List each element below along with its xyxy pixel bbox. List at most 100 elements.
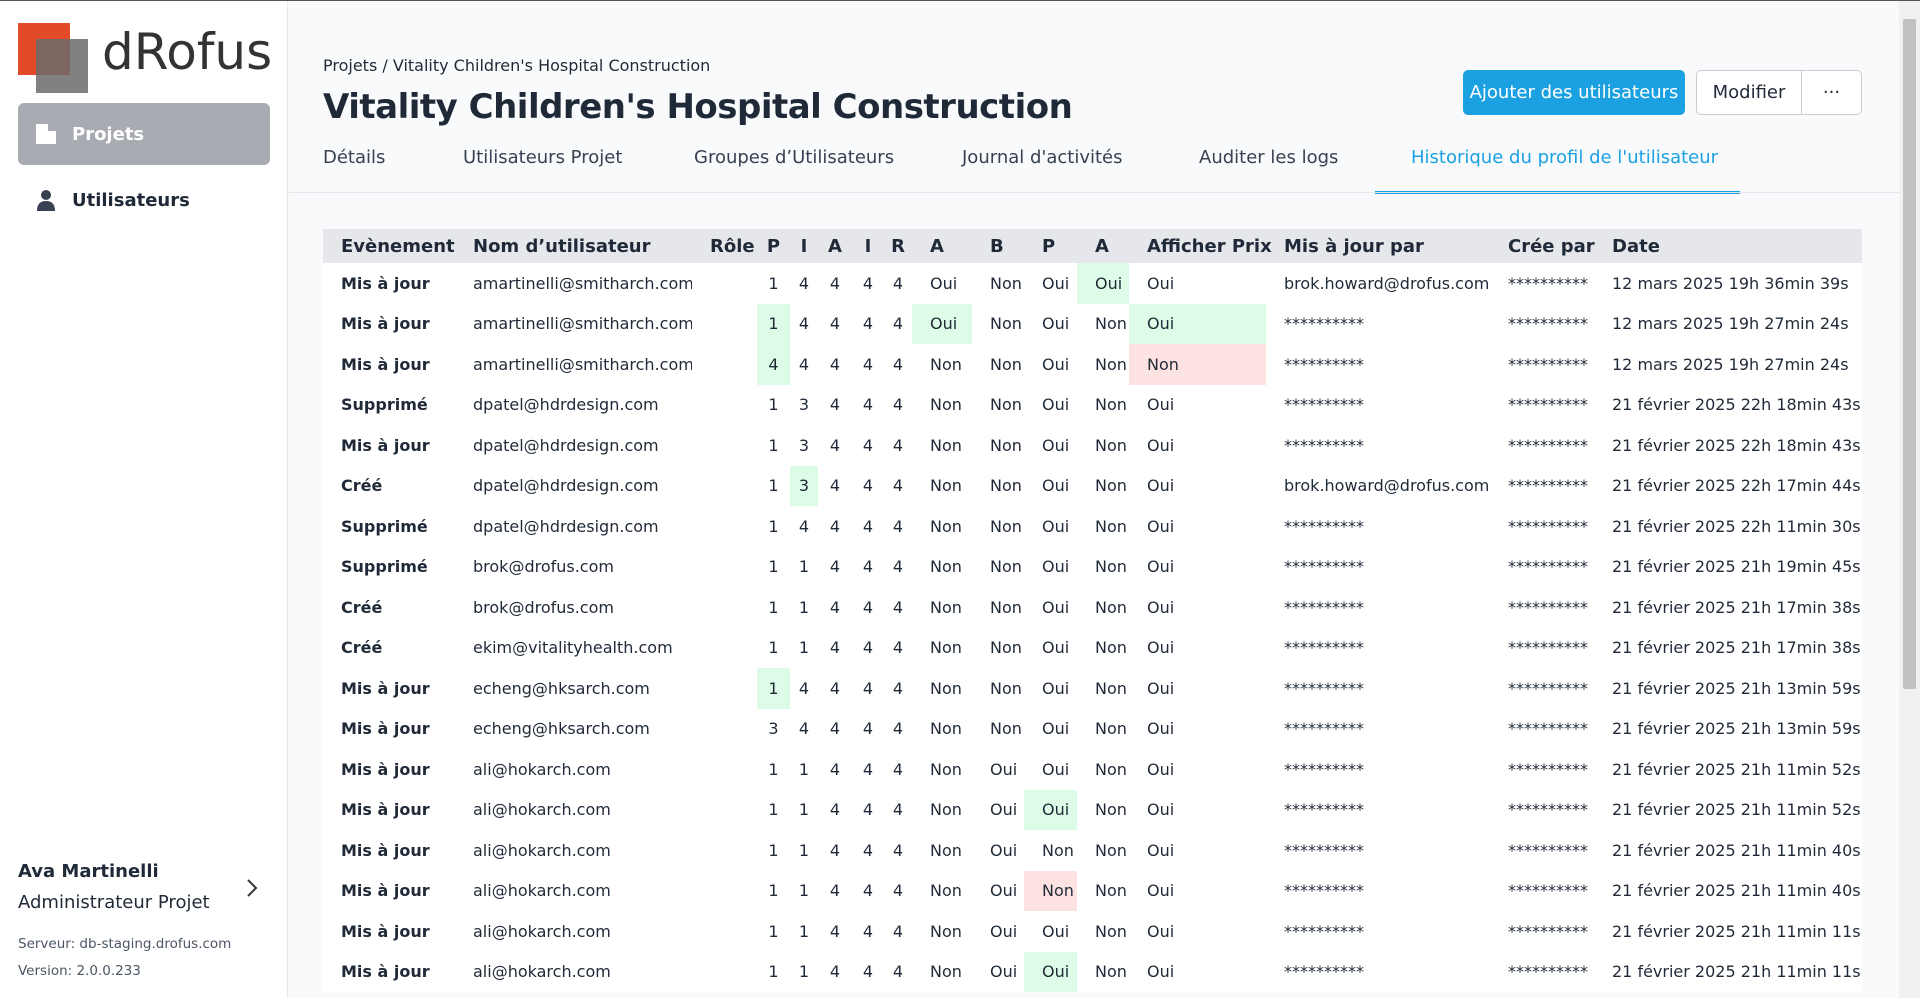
- cell: Mis à jour: [341, 273, 430, 293]
- cell: Non: [930, 638, 962, 658]
- cell: 4: [798, 314, 810, 334]
- user-role: Administrateur Projet: [18, 892, 210, 913]
- edit-button[interactable]: Modifier: [1696, 70, 1802, 115]
- cell: ali@hokarch.com: [473, 921, 611, 941]
- cell: 4: [829, 314, 841, 334]
- cell: **********: [1508, 840, 1588, 860]
- cell: 12 mars 2025 19h 36min 39s: [1612, 273, 1849, 293]
- cell: Non: [990, 476, 1022, 496]
- cell: Oui: [1147, 881, 1175, 901]
- cell: Oui: [990, 881, 1018, 901]
- cell: brok@drofus.com: [473, 597, 614, 617]
- cell: **********: [1284, 719, 1364, 739]
- cell: 1: [757, 668, 790, 709]
- chevron[interactable]: [244, 878, 260, 898]
- cell: 1: [768, 597, 779, 617]
- cell: **********: [1508, 557, 1588, 577]
- tab[interactable]: Groupes d’Utilisateurs: [694, 147, 895, 168]
- row: Créé dpatel@hdrdesign.com 1 3 4 4 4 Non Non Oui No…: [323, 465, 1862, 506]
- tab[interactable]: Détails: [323, 147, 386, 168]
- cell: 3: [768, 719, 779, 739]
- cell: Mis à jour: [341, 840, 430, 860]
- cell: **********: [1284, 759, 1364, 779]
- cell: ali@hokarch.com: [473, 962, 611, 982]
- add-users-button[interactable]: Ajouter des utilisateurs: [1463, 70, 1685, 115]
- tab[interactable]: Historique du profil de l'utilisateur: [1411, 147, 1719, 168]
- row: Mis à jour amartinelli@smitharch.com 4 4 4 4 4…: [323, 344, 1862, 385]
- more-button[interactable]: ···: [1802, 70, 1862, 115]
- cell: [692, 344, 757, 385]
- cell: **********: [1508, 921, 1588, 941]
- cell: Oui: [1042, 273, 1070, 293]
- cell: 12 mars 2025 19h 27min 24s: [1612, 354, 1849, 374]
- cell: Mis à jour: [341, 678, 430, 698]
- cell: **********: [1508, 678, 1588, 698]
- cell: [692, 547, 757, 588]
- cell: **********: [1508, 395, 1588, 415]
- cell: Mis à jour: [341, 921, 430, 941]
- cell: 12 mars 2025 19h 27min 24s: [1612, 314, 1849, 334]
- cell: 1: [768, 962, 779, 982]
- cell: 4: [798, 719, 810, 739]
- cell: 4: [829, 476, 841, 496]
- cell: Oui: [990, 759, 1018, 779]
- icon: [37, 190, 55, 211]
- cell: 4: [862, 395, 874, 415]
- nav-users[interactable]: Utilisateurs: [72, 189, 190, 211]
- cell: 4: [862, 354, 874, 374]
- cell: Oui: [1042, 354, 1070, 374]
- breadcrumb[interactable]: Projets / Vitality Children's Hospital C…: [323, 56, 711, 75]
- cell: 21 février 2025 21h 11min 40s: [1612, 840, 1861, 860]
- tab[interactable]: Auditer les logs: [1199, 147, 1339, 168]
- cell: [692, 709, 757, 750]
- cell: 21 février 2025 21h 11min 40s: [1612, 881, 1861, 901]
- cell: 4: [892, 557, 904, 577]
- cell: 4: [862, 962, 874, 982]
- cell: [692, 628, 757, 669]
- cell: 1: [768, 476, 779, 496]
- cell: Oui: [1042, 476, 1070, 496]
- cell: 21 février 2025 22h 17min 44s: [1612, 476, 1861, 496]
- cell: **********: [1284, 921, 1364, 941]
- cell: 4: [862, 759, 874, 779]
- cell: **********: [1284, 516, 1364, 536]
- cell: Oui: [1147, 597, 1175, 617]
- cell: 4: [862, 638, 874, 658]
- cell: **********: [1508, 597, 1588, 617]
- cell: 1: [768, 638, 779, 658]
- nav-projects[interactable]: Projets: [18, 103, 270, 165]
- cell: 4: [829, 273, 841, 293]
- cell: Non: [930, 840, 962, 860]
- cell: Supprimé: [341, 516, 428, 536]
- cell: amartinelli@smitharch.com: [473, 273, 692, 293]
- tab[interactable]: Journal d'activités: [962, 147, 1123, 168]
- cell: ali@hokarch.com: [473, 881, 611, 901]
- row: Créé ekim@vitalityhealth.com 1 1 4 4 4 Non Non Ou…: [323, 628, 1862, 669]
- column-header: Evènement: [323, 229, 455, 263]
- row: Mis à jour ali@hokarch.com 1 1 4 4 4 Non Oui Non N…: [323, 830, 1862, 871]
- cell: **********: [1508, 273, 1588, 293]
- scrollbar[interactable]: [1899, 1, 1920, 998]
- cell: Oui: [990, 800, 1018, 820]
- cell: Supprimé: [341, 557, 428, 577]
- cell: Créé: [341, 597, 383, 617]
- cell: echeng@hksarch.com: [473, 678, 650, 698]
- cell: 1: [798, 759, 810, 779]
- cell: Oui: [990, 962, 1018, 982]
- cell: Non: [930, 921, 962, 941]
- cell: Non: [1129, 344, 1266, 385]
- cell: 21 février 2025 22h 18min 43s: [1612, 395, 1861, 415]
- cell: 4: [829, 638, 841, 658]
- cell: Oui: [1147, 435, 1175, 455]
- cell: Non: [930, 395, 962, 415]
- row: Mis à jour echeng@hksarch.com 3 4 4 4 4 Non Non O…: [323, 709, 1862, 750]
- cell: Oui: [1024, 951, 1077, 992]
- cell: **********: [1284, 638, 1364, 658]
- cell: 1: [768, 395, 779, 415]
- row: Mis à jour ali@hokarch.com 1 1 4 4 4 Non Oui Oui N…: [323, 911, 1862, 952]
- cell: ali@hokarch.com: [473, 840, 611, 860]
- tab[interactable]: Utilisateurs Projet: [463, 147, 623, 168]
- cell: 4: [862, 557, 874, 577]
- cell: 4: [862, 597, 874, 617]
- cell: Oui: [1024, 789, 1077, 830]
